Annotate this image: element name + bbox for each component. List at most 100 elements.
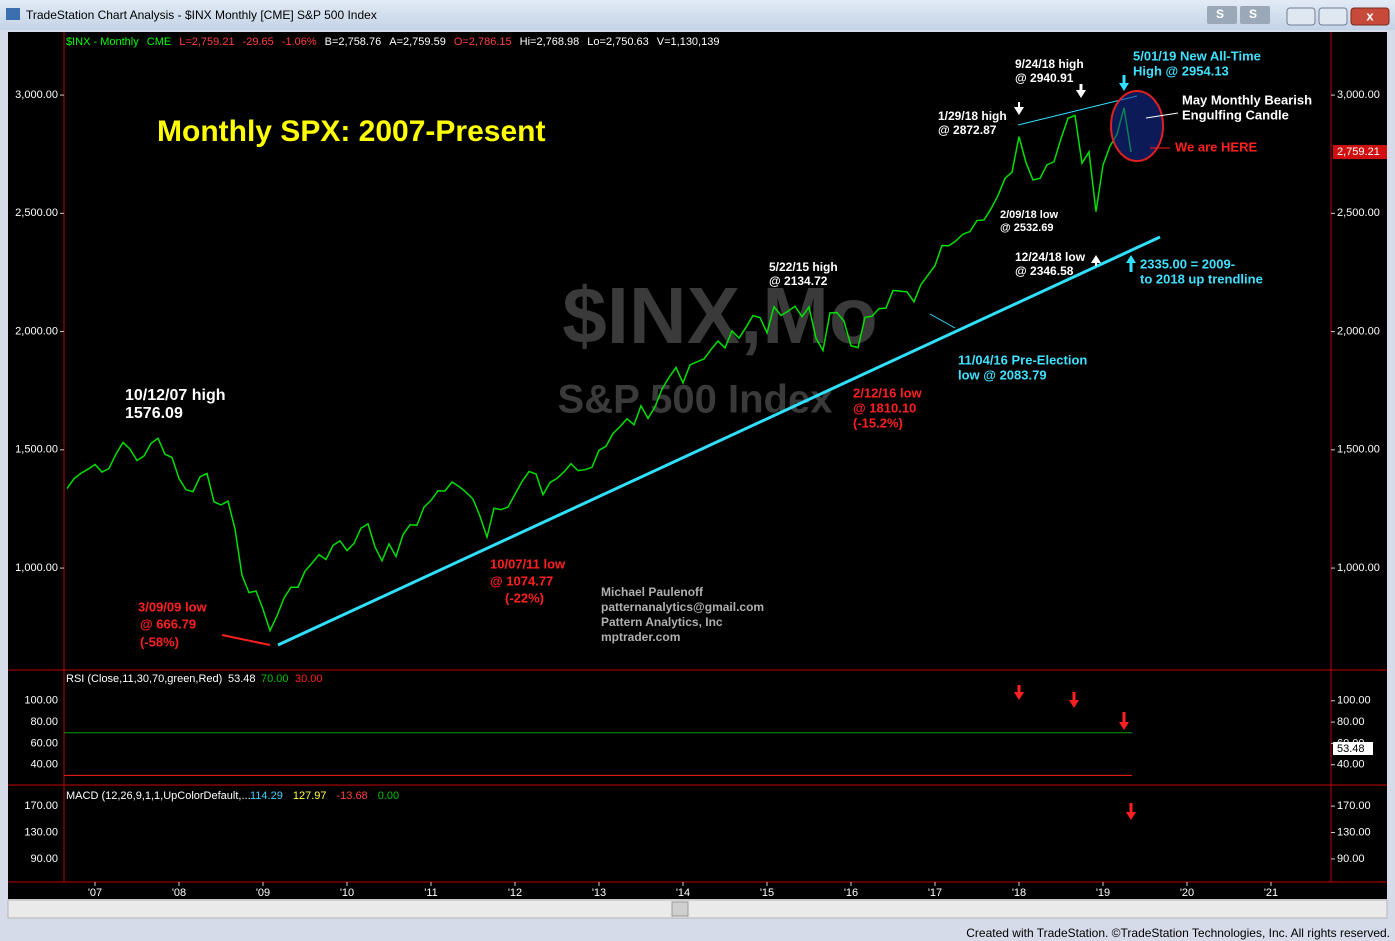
watermark-sub: S&P 500 Index (558, 378, 833, 422)
macd-value: 127.97 (293, 790, 327, 802)
arrow-head (1126, 812, 1136, 820)
y-tick-label: 2,500.00 (15, 207, 58, 219)
header-field: Lo=2,750.63 (587, 36, 648, 48)
arrow-head (1069, 700, 1079, 708)
arrow-head (1014, 692, 1024, 700)
annotation: @ 2940.91 (1015, 71, 1074, 85)
rsi-tick-label: 100.00 (24, 695, 58, 707)
maximize-button[interactable] (1318, 7, 1348, 26)
x-tick-label: '19 (1096, 887, 1110, 899)
y-tick-label: 3,000.00 (15, 89, 58, 101)
rsi-lower-label: 30.00 (295, 673, 323, 685)
last-price-label: 2,759.21 (1337, 146, 1380, 158)
macd-tick-label-right: 90.00 (1337, 853, 1365, 865)
pointer (1145, 112, 1179, 119)
rsi-value-box (1333, 742, 1373, 755)
annotation: 5/22/15 high (769, 260, 838, 274)
scrollbar[interactable] (7, 899, 1388, 919)
up-trendline (277, 235, 1161, 647)
y-tick-label: 1,500.00 (15, 444, 58, 456)
header-field: B=2,758.76 (325, 36, 382, 48)
annotation: low @ 2083.79 (958, 367, 1047, 382)
x-tick-label: '17 (928, 887, 942, 899)
y-tick-label-right: 2,000.00 (1337, 325, 1380, 337)
scroll-thumb[interactable] (671, 901, 689, 917)
macd-tick-label: 90.00 (30, 853, 58, 865)
rsi-tick-label-right: 80.00 (1337, 716, 1365, 728)
macd-value: -13.68 (336, 790, 367, 802)
pointer (221, 634, 271, 646)
arrow-head (1119, 83, 1129, 91)
x-tick-label: '09 (256, 887, 270, 899)
app-icon (6, 8, 20, 20)
status-text: Created with TradeStation. ©TradeStation… (966, 926, 1390, 940)
arrow-head (1014, 107, 1024, 115)
annotation: Pattern Analytics, Inc (601, 615, 723, 629)
header-field: V=1,130,139 (657, 36, 720, 48)
header-field: A=2,759.59 (389, 36, 446, 48)
macd-tick-label: 170.00 (24, 800, 58, 812)
arrow-head (1119, 722, 1129, 730)
header-field: O=2,786.15 (454, 36, 512, 48)
s-button-label: S (1216, 7, 1224, 21)
annotation: (-58%) (140, 634, 179, 649)
annotation: We are HERE (1175, 139, 1257, 154)
arrow-head (1126, 255, 1136, 263)
annotation: 1576.09 (125, 405, 183, 422)
x-tick-label: '08 (172, 887, 186, 899)
y-tick-label: 1,000.00 (15, 562, 58, 574)
close-icon: x (1366, 8, 1374, 23)
watermark: $INX,Mo (562, 271, 878, 360)
y-tick-label-right: 3,000.00 (1337, 89, 1380, 101)
header-field: $INX - Monthly (66, 36, 139, 48)
s-button[interactable] (1207, 6, 1237, 24)
macd-value: 0.00 (378, 790, 399, 802)
s-button[interactable] (1240, 6, 1270, 24)
y-tick-label: 2,000.00 (15, 325, 58, 337)
arrow-head (1076, 90, 1086, 98)
x-tick-label: '10 (340, 887, 354, 899)
rsi-value: 53.48 (228, 673, 256, 685)
y-tick-label-right: 1,000.00 (1337, 562, 1380, 574)
annotation: 12/24/18 low (1015, 250, 1086, 264)
s-button-label: S (1249, 7, 1257, 21)
annotation: Michael Paulenoff (601, 585, 704, 599)
annotation: 2/12/16 low (853, 385, 923, 400)
y-tick-label-right: 1,500.00 (1337, 444, 1380, 456)
rsi-tick-label-right: 40.00 (1337, 759, 1365, 771)
header-field: CME (147, 36, 171, 48)
header-field: -29.65 (243, 36, 274, 48)
pointer (929, 313, 956, 329)
annotation: patternanalytics@gmail.com (601, 600, 764, 614)
annotation: 5/01/19 New All-Time (1133, 48, 1261, 63)
annotation: Engulfing Candle (1182, 107, 1289, 122)
annotation: High @ 2954.13 (1133, 63, 1229, 78)
annotation: 10/12/07 high (125, 387, 226, 404)
rsi-label: RSI (Close,11,30,70,green,Red) (66, 673, 222, 685)
rsi-tick-label: 40.00 (30, 759, 58, 771)
header-field: Hi=2,768.98 (520, 36, 580, 48)
macd-tick-label-right: 170.00 (1337, 800, 1371, 812)
chart-area (8, 32, 1387, 899)
highlight-ellipse (1110, 90, 1164, 162)
annotation: to 2018 up trendline (1140, 271, 1263, 286)
annotation: @ 2346.58 (1015, 264, 1074, 278)
x-tick-label: '21 (1264, 887, 1278, 899)
rsi-tick-label: 60.00 (30, 737, 58, 749)
minimize-button[interactable] (1286, 7, 1316, 26)
title-bar (0, 0, 1395, 30)
macd-value: 114.29 (250, 790, 283, 802)
annotation: 1/29/18 high (938, 109, 1007, 123)
x-tick-label: '13 (592, 887, 606, 899)
close-button[interactable] (1350, 7, 1390, 26)
rsi-tick-label-right: 100.00 (1337, 695, 1371, 707)
top-trendline (1017, 95, 1138, 126)
annotation: (-22%) (505, 590, 544, 605)
x-tick-label: '20 (1180, 887, 1194, 899)
rsi-upper-label: 70.00 (261, 673, 289, 685)
annotation: @ 666.79 (140, 616, 196, 631)
annotation: @ 2134.72 (769, 274, 828, 288)
macd-tick-label-right: 130.00 (1337, 826, 1371, 838)
annotation: 2335.00 = 2009- (1140, 256, 1235, 271)
